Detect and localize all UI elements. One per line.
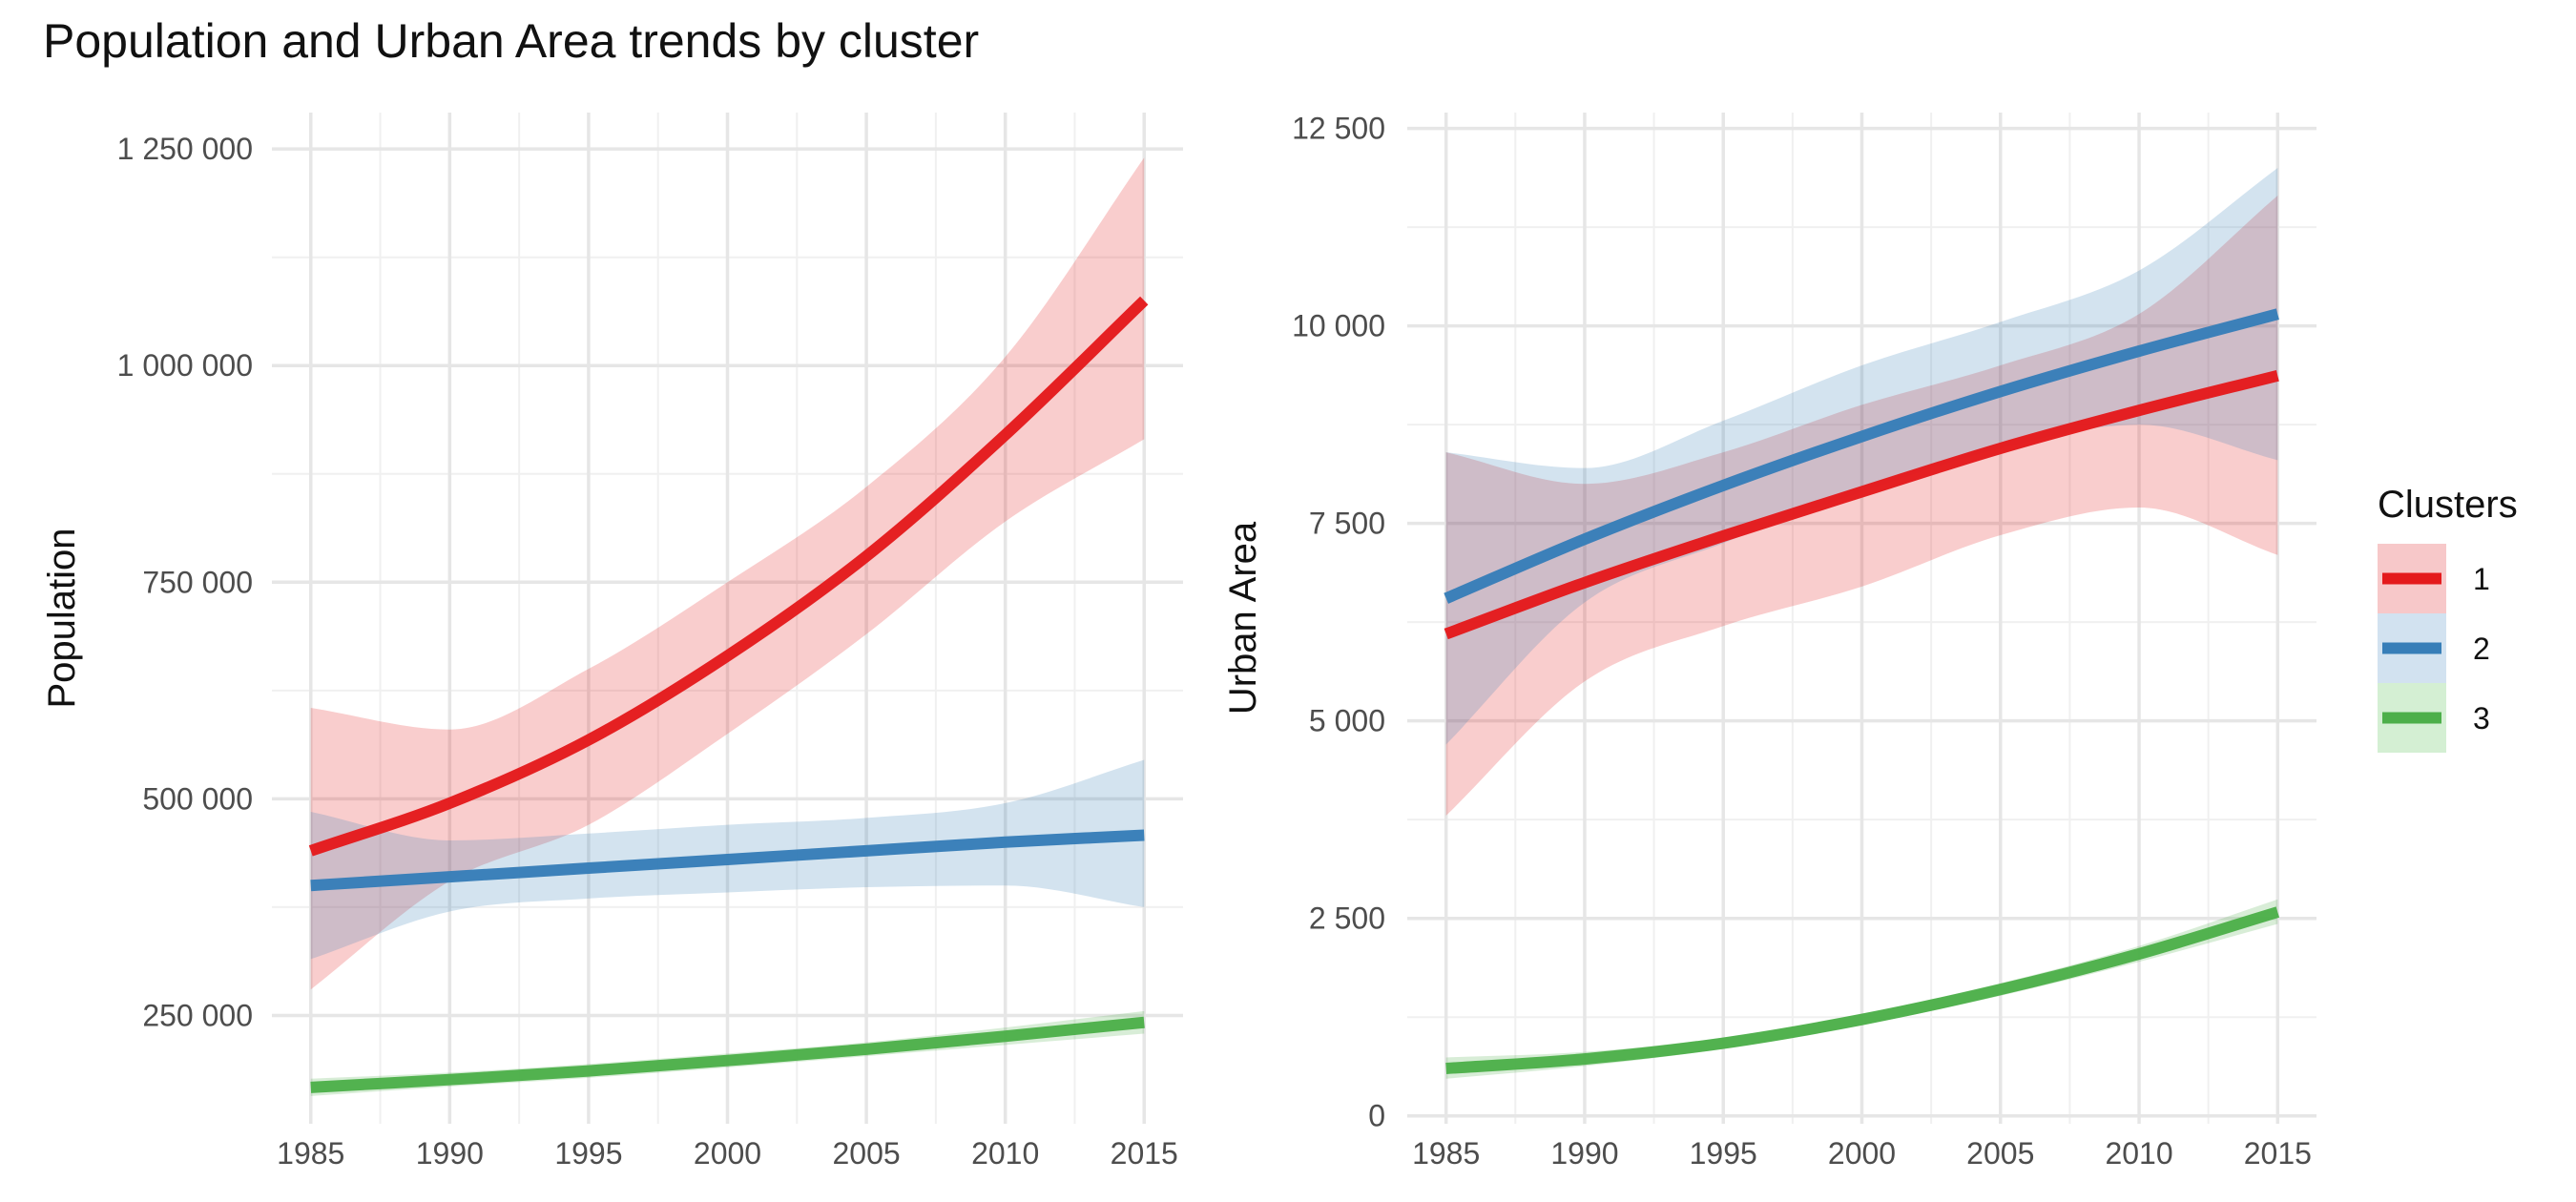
x-tick-label: 2000 — [694, 1136, 761, 1171]
x-tick-label: 1990 — [416, 1136, 484, 1171]
y-tick-label: 0 — [1368, 1099, 1385, 1133]
cluster-2-blue-line — [310, 829, 1145, 892]
x-tick-label: 1985 — [277, 1136, 344, 1171]
legend-title: Clusters — [2378, 484, 2518, 526]
population-y-axis-label: Population — [41, 528, 83, 708]
legend-item-label: 2 — [2473, 632, 2490, 666]
cluster-1-red-line — [1444, 369, 2279, 640]
x-tick-label: 2005 — [832, 1136, 900, 1171]
y-tick-label: 1 000 000 — [117, 348, 253, 383]
cluster-1-red-line — [308, 296, 1149, 857]
x-tick-label: 2000 — [1828, 1136, 1896, 1171]
cluster-1-confidence-band — [310, 157, 1145, 990]
y-tick-label: 2 500 — [1309, 902, 1385, 936]
urban-area-panel: Urban Area 0 2 500 5 000 7 500 10 000 12 500 1… — [1222, 112, 2316, 1171]
y-tick-label: 7 500 — [1309, 507, 1385, 541]
legend-item-label: 1 — [2473, 562, 2490, 596]
cluster-2-blue-line — [1444, 308, 2279, 604]
x-tick-label: 2010 — [2105, 1136, 2172, 1171]
legend-item-3: 3 — [2378, 683, 2490, 753]
x-tick-label: 2010 — [971, 1136, 1039, 1171]
legend-item-2: 2 — [2378, 613, 2490, 683]
population-panel: Population 250 000 500 000 750 000 1 000 00… — [41, 113, 1183, 1171]
legend-item-1: 1 — [2378, 544, 2490, 613]
legend-item-label: 3 — [2473, 701, 2490, 736]
y-tick-label: 1 250 000 — [117, 132, 253, 166]
x-tick-label: 1990 — [1550, 1136, 1618, 1171]
cluster-2-confidence-band — [1445, 167, 2278, 745]
x-tick-label: 2005 — [1966, 1136, 2034, 1171]
x-tick-label: 2015 — [2244, 1136, 2312, 1171]
y-tick-label: 10 000 — [1292, 309, 1385, 343]
y-tick-label: 750 000 — [142, 565, 253, 599]
chart-title: Population and Urban Area trends by clus… — [43, 14, 979, 68]
population-grid — [272, 113, 1183, 1124]
urban-area-grid — [1407, 113, 2316, 1124]
y-tick-label: 250 000 — [142, 998, 253, 1032]
x-tick-label: 1995 — [1690, 1136, 1757, 1171]
x-tick-label: 1995 — [554, 1136, 622, 1171]
cluster-3-green-line — [1445, 906, 2280, 1075]
urban-area-y-axis-label: Urban Area — [1222, 521, 1264, 715]
cluster-3-green-line — [310, 1016, 1145, 1093]
y-tick-label: 5 000 — [1309, 704, 1385, 738]
x-tick-label: 2015 — [1111, 1136, 1178, 1171]
y-tick-label: 12 500 — [1292, 112, 1385, 146]
cluster-1-confidence-band — [1445, 195, 2278, 817]
y-tick-label: 500 000 — [142, 781, 253, 816]
legend: Clusters 1 2 3 — [2378, 484, 2518, 753]
x-tick-label: 1985 — [1412, 1136, 1480, 1171]
